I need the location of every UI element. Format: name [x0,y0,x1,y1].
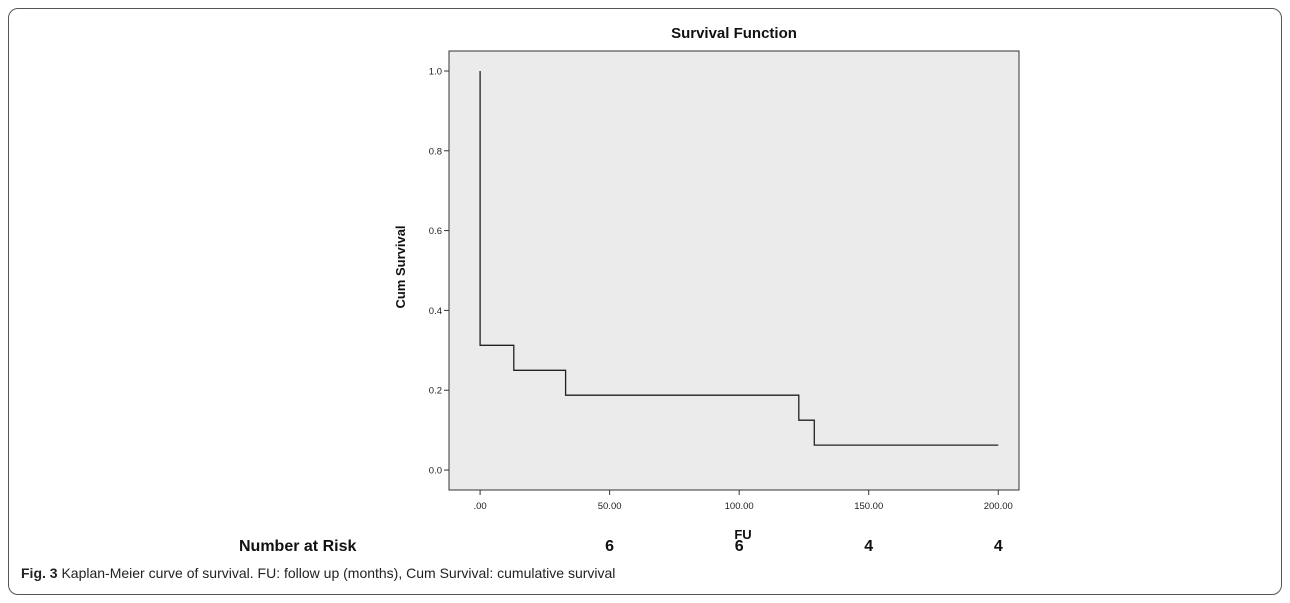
y-axis-label: Cum Survival [393,225,408,308]
caption-text: Kaplan-Meier curve of survival. FU: foll… [57,565,616,581]
chart-title: Survival Function [671,25,797,42]
figure-caption: Fig. 3 Kaplan-Meier curve of survival. F… [21,565,1271,581]
y-tick-label: 0.6 [429,226,442,237]
number-at-risk-label: Number at Risk [239,538,356,555]
y-tick-label: 0.8 [429,146,442,157]
number-at-risk-row: Number at Risk 6 6 4 4 [239,538,1003,555]
y-tick-label: 0.2 [429,386,442,397]
x-axis-label: FU [734,527,751,542]
number-at-risk-value: 6 [605,538,614,555]
x-axis-ticks: .00 50.00 100.00 150.00 200.00 [473,490,1013,512]
x-tick-label: 200.00 [984,501,1013,512]
survival-step-line [479,71,999,446]
y-tick-label: 0.0 [429,466,442,477]
number-at-risk-value: 4 [864,538,873,555]
y-tick-label: 0.4 [429,306,442,317]
figure-label: Fig. 3 [21,565,58,581]
number-at-risk-value: 4 [994,538,1003,555]
plot-background [448,50,1020,491]
km-chart: Survival Function Cum Survival FU 0.0 0.2… [239,25,1020,555]
x-tick-label: .00 [473,501,486,512]
figure-frame: Survival Function Cum Survival FU 0.0 0.2… [8,8,1282,595]
x-tick-label: 150.00 [854,501,883,512]
x-tick-label: 50.00 [598,501,622,512]
y-tick-label: 1.0 [429,66,442,77]
y-axis-ticks: 0.0 0.2 0.4 0.6 0.8 1.0 [429,66,449,477]
x-tick-label: 100.00 [725,501,754,512]
number-at-risk-value: 6 [735,538,744,555]
